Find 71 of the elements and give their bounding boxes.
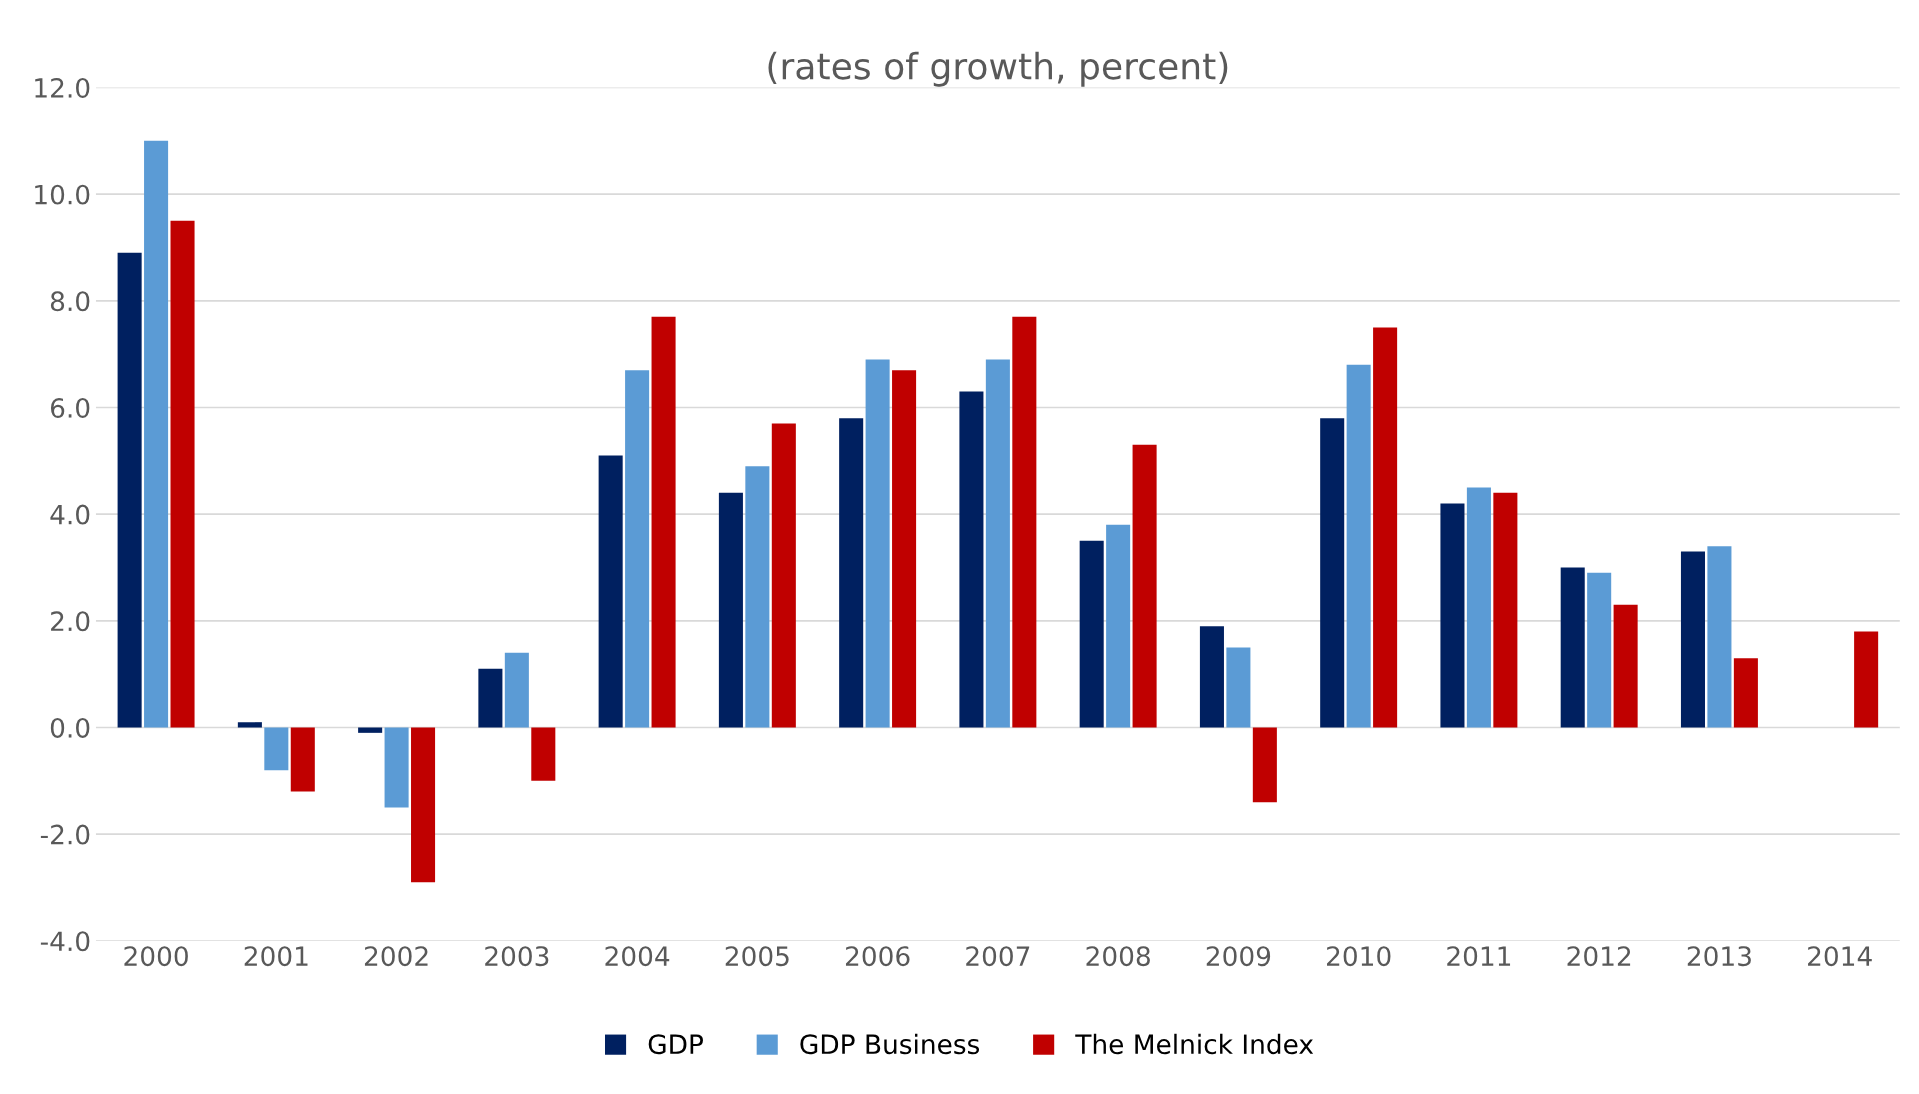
bar bbox=[1560, 567, 1585, 728]
bar bbox=[1613, 604, 1638, 728]
bar bbox=[771, 423, 796, 728]
bar bbox=[892, 370, 917, 728]
y-tick-label: -4.0 bbox=[40, 931, 90, 952]
x-tick-label: 2010 bbox=[1327, 946, 1391, 967]
bar bbox=[1346, 364, 1371, 728]
x-tick-label: 2005 bbox=[725, 946, 789, 967]
bar bbox=[1733, 658, 1758, 728]
x-tick-label: 2009 bbox=[1206, 946, 1271, 967]
x-tick-label: 2013 bbox=[1687, 946, 1751, 967]
bar bbox=[651, 316, 676, 728]
bar bbox=[1854, 631, 1879, 728]
x-tick-label: 2014 bbox=[1808, 946, 1872, 967]
chart-title: (rates of growth, percent) bbox=[768, 51, 1228, 87]
bar bbox=[865, 359, 890, 728]
bar bbox=[478, 668, 503, 728]
bar bbox=[1466, 487, 1491, 728]
bar bbox=[625, 370, 650, 728]
bar bbox=[264, 727, 289, 771]
bar bbox=[985, 359, 1010, 728]
y-tick-label: 8.0 bbox=[50, 291, 90, 312]
bar bbox=[144, 140, 169, 728]
legend-label: GDP Business bbox=[800, 1033, 980, 1055]
x-tick-label: 2012 bbox=[1567, 946, 1631, 967]
bar bbox=[1493, 492, 1518, 728]
bar bbox=[1012, 316, 1037, 728]
bar bbox=[358, 727, 383, 733]
bar bbox=[170, 220, 195, 728]
x-tick-label: 2008 bbox=[1086, 946, 1150, 967]
legend-label: The Melnick Index bbox=[1075, 1033, 1314, 1055]
x-tick-label: 2004 bbox=[605, 946, 670, 967]
bar bbox=[237, 722, 262, 728]
y-tick-label: 0.0 bbox=[50, 717, 90, 738]
y-tick-label: -2.0 bbox=[40, 824, 90, 845]
bar bbox=[1252, 727, 1277, 803]
bar bbox=[1440, 503, 1465, 728]
bar bbox=[1320, 418, 1345, 728]
bar bbox=[839, 418, 864, 728]
bar bbox=[1132, 444, 1157, 728]
bar bbox=[384, 727, 409, 808]
bar bbox=[1680, 551, 1705, 728]
bar bbox=[1707, 546, 1732, 728]
x-tick-label: 2003 bbox=[485, 946, 549, 967]
bar bbox=[117, 252, 142, 728]
y-tick-label: 4.0 bbox=[50, 504, 90, 525]
x-tick-label: 2006 bbox=[845, 946, 910, 967]
bar bbox=[745, 466, 770, 728]
x-tick-label: 2011 bbox=[1447, 946, 1511, 967]
y-tick-label: 2.0 bbox=[51, 611, 90, 632]
bar bbox=[1587, 572, 1612, 728]
bar bbox=[959, 391, 984, 728]
bar bbox=[290, 727, 315, 792]
x-tick-label: 2007 bbox=[966, 946, 1030, 967]
bar bbox=[504, 652, 529, 728]
bar bbox=[718, 492, 743, 728]
y-tick-label: 6.0 bbox=[50, 397, 90, 418]
bar bbox=[598, 455, 623, 728]
bar bbox=[1373, 327, 1398, 728]
bar bbox=[411, 727, 436, 883]
x-tick-label: 2000 bbox=[124, 946, 188, 967]
x-tick-label: 2001 bbox=[244, 946, 308, 967]
legend-label: GDP bbox=[648, 1034, 703, 1055]
y-tick-label: 10.0 bbox=[35, 184, 90, 205]
bar bbox=[1079, 540, 1104, 728]
bar bbox=[1226, 647, 1251, 728]
bar bbox=[1106, 524, 1131, 728]
bar bbox=[1199, 626, 1224, 728]
y-tick-label: 12.0 bbox=[35, 77, 90, 98]
bar bbox=[531, 727, 556, 781]
x-tick-label: 2002 bbox=[364, 946, 428, 967]
